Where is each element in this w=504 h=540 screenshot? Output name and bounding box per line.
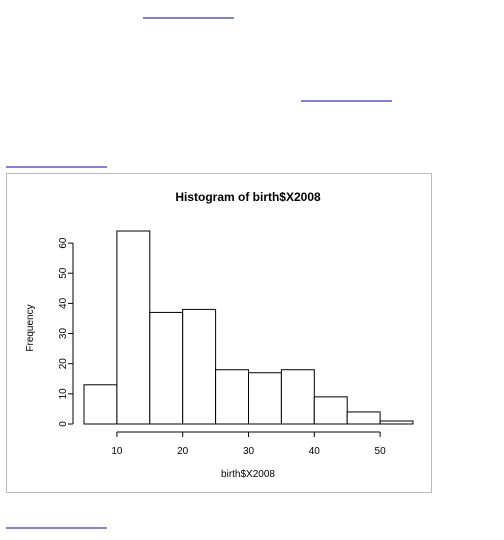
bar [83, 384, 118, 425]
chart-frame [6, 173, 432, 493]
bar [346, 411, 381, 425]
y-tick-label: 0 [58, 421, 69, 427]
x-tick-label: 10 [111, 446, 123, 457]
bar [149, 311, 184, 425]
x-tick-label: 50 [375, 446, 387, 457]
chart-title: Histogram of birth$X2008 [175, 190, 321, 204]
bar [280, 369, 315, 425]
x-tick-label: 20 [177, 446, 189, 457]
bar [379, 420, 414, 425]
bar [182, 308, 217, 425]
bar [313, 396, 348, 425]
x-tick-label: 40 [309, 446, 321, 457]
y-tick-label: 30 [58, 328, 69, 340]
y-tick-label: 40 [58, 297, 69, 309]
x-tick-label: 30 [243, 446, 255, 457]
y-axis-label: Frequency [25, 304, 36, 351]
y-tick-label: 10 [58, 388, 69, 400]
y-tick-label: 20 [58, 358, 69, 370]
bar [215, 369, 250, 425]
y-tick-label: 50 [58, 267, 69, 279]
y-tick-label: 60 [58, 237, 69, 249]
x-axis-label: birth$X2008 [221, 469, 275, 480]
bar [248, 372, 282, 425]
bar [116, 230, 151, 425]
